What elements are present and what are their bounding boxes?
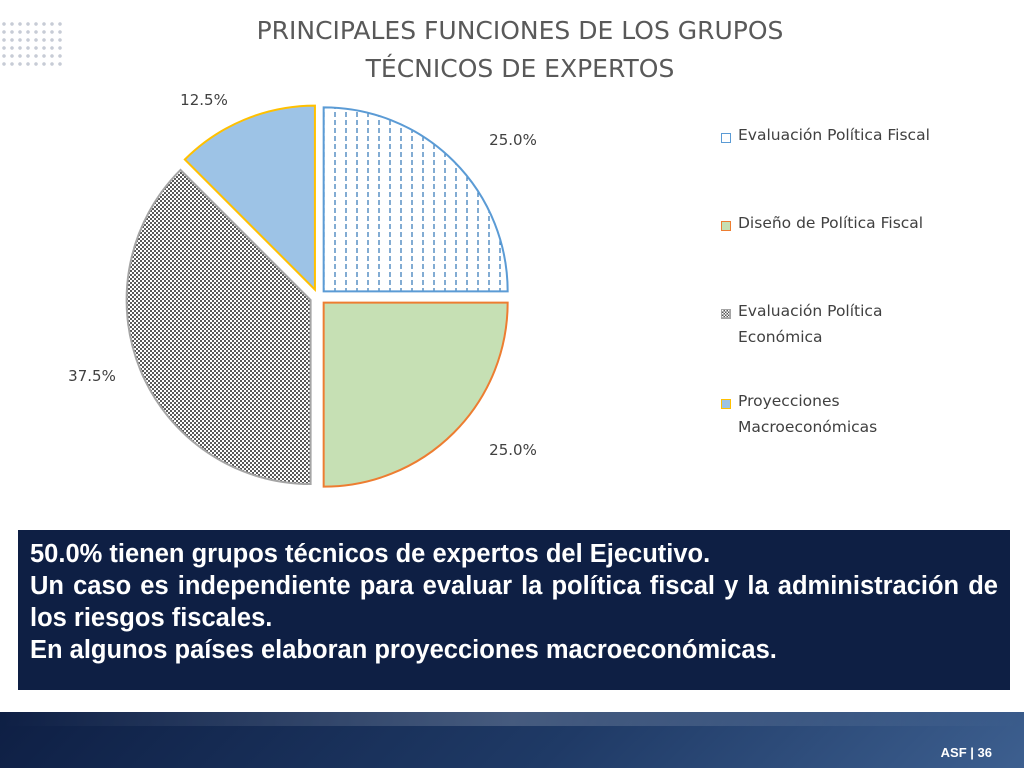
summary-callout: 50.0% tienen grupos técnicos de expertos… xyxy=(18,530,1010,690)
legend-label-diseno-politica-fiscal: Diseño de Política Fiscal xyxy=(738,214,924,232)
slide-title-line-1: PRINCIPALES FUNCIONES DE LOS GRUPOS xyxy=(256,16,784,45)
callout-line-3: En algunos países elaboran proyecciones … xyxy=(30,636,777,664)
legend-label-proyecciones-macroeconomicas: Proyecciones Macroeconómicas xyxy=(738,392,878,436)
legend-swatch-proyecciones-macroeconomicas xyxy=(721,399,731,409)
legend-swatch-evaluacion-politica-economica xyxy=(721,309,731,319)
pie-slice-evaluacion-politica-fiscal xyxy=(322,106,509,293)
slide-title: PRINCIPALES FUNCIONES DE LOS GRUPOS TÉCN… xyxy=(150,12,890,88)
legend-swatch-diseno-politica-fiscal xyxy=(721,221,731,231)
pie-slice-diseno-politica-fiscal xyxy=(322,301,509,488)
callout-line-2: Un caso es independiente para evaluar la… xyxy=(30,572,998,632)
slide-number: ASF | 36 xyxy=(940,745,992,760)
data-label-evaluacion-politica-economica: 37.5% xyxy=(68,367,116,385)
legend-label-evaluacion-politica-fiscal: Evaluación Política Fiscal xyxy=(738,126,930,144)
data-label-evaluacion-politica-fiscal: 25.0% xyxy=(489,131,537,149)
pie-slice-proyecciones-macroeconomicas xyxy=(183,104,316,293)
callout-line-1: 50.0% tienen grupos técnicos de expertos… xyxy=(30,540,711,568)
data-label-diseno-politica-fiscal: 25.0% xyxy=(489,441,537,459)
legend-swatch-evaluacion-politica-fiscal xyxy=(721,133,731,143)
legend-item-proyecciones-macroeconomicas: Proyecciones Macroeconómicas xyxy=(721,392,981,440)
pie-chart: 25.0% 25.0% 37.5% 12.5% xyxy=(68,91,537,488)
legend-item-evaluacion-politica-economica: Evaluación Política Económica xyxy=(721,302,981,350)
legend-label-evaluacion-politica-economica: Evaluación Política Económica xyxy=(738,302,883,346)
footer-bar: ASF | 36 xyxy=(0,712,1024,768)
legend-item-diseno-politica-fiscal: Diseño de Política Fiscal xyxy=(721,214,981,236)
legend-item-evaluacion-politica-fiscal: Evaluación Política Fiscal xyxy=(721,126,981,148)
data-label-proyecciones-macroeconomicas: 12.5% xyxy=(180,91,228,109)
decorative-dot-grid xyxy=(0,20,64,68)
slide-title-line-2: TÉCNICOS DE EXPERTOS xyxy=(365,54,675,83)
pie-slice-evaluacion-politica-economica xyxy=(125,168,312,486)
